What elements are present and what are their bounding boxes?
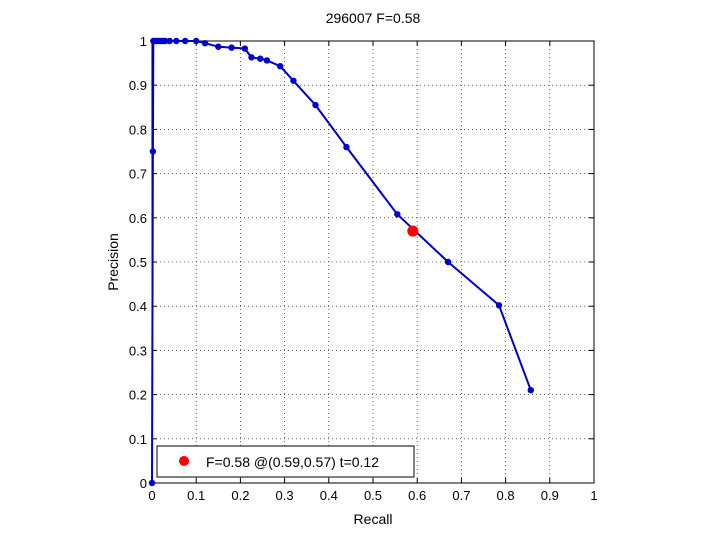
- grid: [152, 41, 594, 483]
- y-tick-label: 0.4: [129, 299, 147, 314]
- legend: F=0.58 @(0.59,0.57) t=0.12: [156, 445, 415, 478]
- pr-curve-point: [263, 57, 271, 64]
- x-tick-label: 1: [590, 488, 597, 503]
- y-tick-label: 0.1: [129, 432, 147, 447]
- x-tick-label: 0.8: [497, 488, 515, 503]
- pr-curve-point: [276, 62, 284, 70]
- x-tick-label: 0: [148, 488, 155, 503]
- y-tick-label: 0.7: [129, 167, 147, 182]
- x-tick-label: 0.4: [320, 488, 338, 503]
- x-tick-label: 0.2: [231, 488, 249, 503]
- pr-curve-point: [166, 37, 173, 45]
- pr-curve-point: [162, 37, 169, 45]
- x-tick-label: 0.6: [408, 488, 426, 503]
- pr-curve-point: [257, 55, 264, 62]
- pr-curve-point: [241, 45, 249, 52]
- pr-curve-point: [312, 101, 319, 109]
- y-tick-label: 0.9: [129, 78, 147, 93]
- y-tick-label: 0.6: [129, 211, 147, 226]
- x-axis-label: Recall: [354, 511, 393, 527]
- x-tick-label: 0.1: [187, 488, 205, 503]
- pr-curve-point: [228, 44, 235, 51]
- y-tick-label: 0: [140, 476, 147, 491]
- x-tick-label: 0.3: [276, 488, 294, 503]
- pr-curve-point: [248, 54, 255, 61]
- pr-curve-point: [495, 302, 503, 309]
- legend-marker: [179, 456, 189, 466]
- y-axis-label: Precision: [105, 233, 121, 291]
- pr-curve-point: [193, 37, 200, 45]
- pr-curve-point: [290, 77, 297, 84]
- pr-curve-point: [343, 143, 350, 151]
- x-tick-label: 0.7: [452, 488, 470, 503]
- series-layer: [148, 37, 534, 487]
- ticks: 0 0.1 0.2 0.3 0.4 0.5 0.6 0.7 0.8 0.9 1 0 0.1 0.2 0.3 0…: [129, 34, 598, 503]
- pr-curve-point: [201, 40, 209, 47]
- y-tick-label: 0.8: [129, 122, 147, 137]
- y-tick-label: 1: [140, 34, 147, 49]
- x-tick-label: 0.5: [364, 488, 382, 503]
- legend-label: F=0.58 @(0.59,0.57) t=0.12: [206, 454, 379, 470]
- pr-curve-point: [181, 37, 189, 45]
- pr-curve-point: [148, 479, 156, 487]
- legend-box: [156, 445, 415, 478]
- x-tick-label: 0.9: [541, 488, 559, 503]
- pr-curve-point: [149, 148, 157, 155]
- chart-title: 296007 F=0.58: [326, 10, 421, 26]
- y-tick-label: 0.2: [129, 388, 147, 403]
- pr-curve-point: [215, 43, 222, 50]
- best-f-point: [407, 225, 419, 237]
- pr-curve-point: [444, 258, 452, 266]
- pr-curve-point: [173, 37, 180, 45]
- y-tick-label: 0.5: [129, 255, 147, 270]
- pr-curve-point: [527, 386, 534, 394]
- pr-curve-point: [394, 211, 401, 218]
- y-tick-label: 0.3: [129, 343, 147, 358]
